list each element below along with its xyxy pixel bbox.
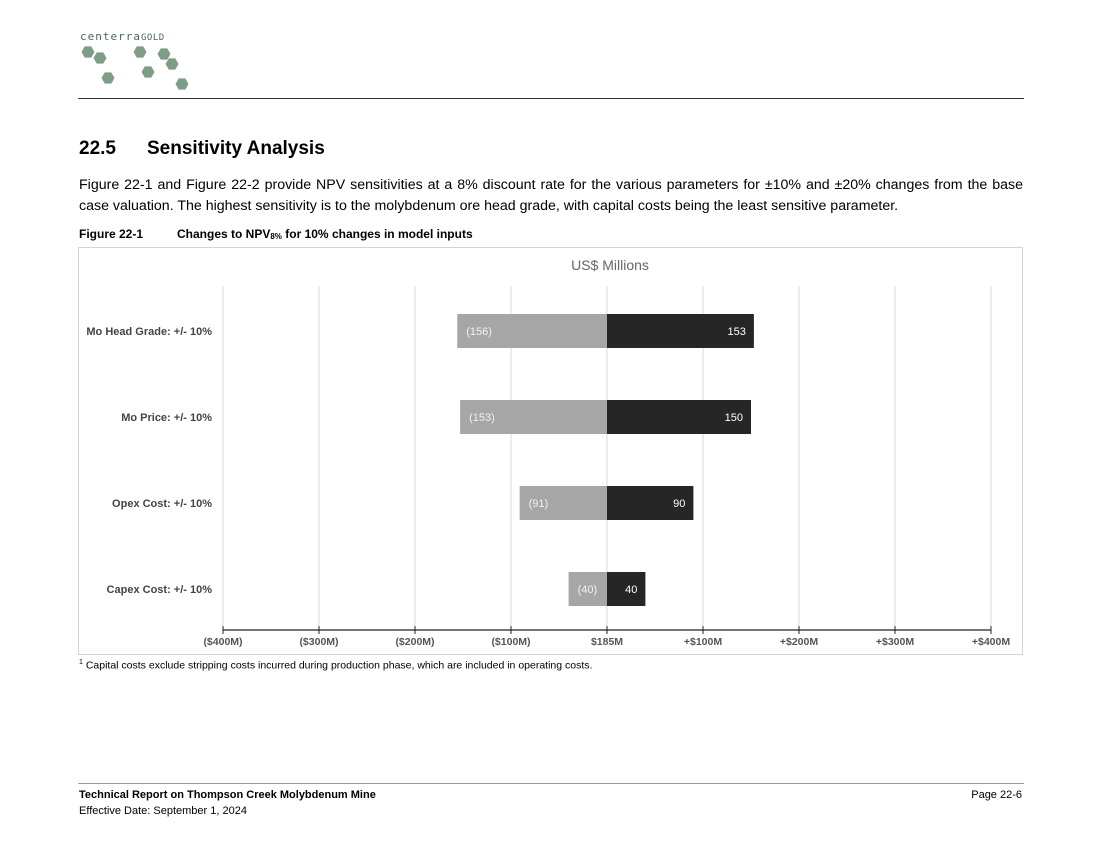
increase-bar bbox=[607, 572, 646, 606]
x-tick-label: +$300M bbox=[876, 636, 914, 648]
decrease-data-label: (40) bbox=[578, 584, 598, 596]
footer-report-title: Technical Report on Thompson Creek Molyb… bbox=[79, 789, 376, 801]
x-tick-label: +$200M bbox=[780, 636, 818, 648]
footer-page-number: Page 22-6 bbox=[971, 789, 1022, 801]
decrease-bar bbox=[519, 486, 607, 520]
logo-word-main: centerra bbox=[80, 30, 141, 43]
category-label: Mo Price: +/- 10% bbox=[121, 412, 212, 424]
increase-data-label: 90 bbox=[673, 498, 685, 510]
section-number: 22.5 bbox=[79, 138, 116, 159]
logo-hexagons-icon bbox=[81, 46, 189, 90]
category-label: Opex Cost: +/- 10% bbox=[112, 498, 212, 510]
x-tick-label: ($300M) bbox=[299, 636, 338, 648]
figure-number: Figure 22-1 bbox=[79, 227, 144, 241]
category-label: Mo Head Grade: +/- 10% bbox=[86, 326, 212, 338]
logo-word-accent: GOLD bbox=[140, 33, 165, 43]
section-paragraph: Figure 22-1 and Figure 22-2 provide NPV … bbox=[79, 177, 1023, 214]
x-tick-label: ($200M) bbox=[395, 636, 434, 648]
footnote-marker: 1 bbox=[79, 659, 83, 666]
x-tick-label: +$100M bbox=[684, 636, 722, 648]
logo-hexagon bbox=[93, 52, 107, 64]
increase-data-label: 150 bbox=[725, 412, 743, 424]
chart-canvas: US$ Millions Mo Head Grade: +/- 10% (156)… bbox=[86, 257, 1010, 648]
section-heading: 22.5 Sensitivity Analysis bbox=[79, 138, 325, 160]
logo-hexagon bbox=[157, 48, 171, 60]
figure-caption: Figure 22-1 Changes to NPV8% for 10% chan… bbox=[79, 227, 473, 241]
x-tick-label: +$400M bbox=[972, 636, 1010, 648]
decrease-bar bbox=[460, 400, 607, 434]
x-tick-label: ($100M) bbox=[491, 636, 530, 648]
section-title: Sensitivity Analysis bbox=[147, 138, 325, 159]
chart-title: US$ Millions bbox=[571, 257, 649, 273]
logo-hexagon bbox=[101, 72, 115, 84]
logo-wordmark: centerraGOLD bbox=[80, 30, 165, 43]
decrease-data-label: (91) bbox=[529, 498, 549, 510]
logo-hexagon bbox=[81, 46, 95, 58]
increase-data-label: 40 bbox=[625, 584, 637, 596]
increase-bar bbox=[607, 400, 751, 434]
logo-hexagon bbox=[141, 66, 155, 78]
decrease-bar bbox=[568, 572, 607, 606]
figure-footnote: 1 Capital costs exclude stripping costs … bbox=[79, 659, 592, 672]
x-tick-label: $185M bbox=[591, 636, 623, 648]
footnote-text: Capital costs exclude stripping costs in… bbox=[82, 659, 593, 672]
tornado-chart: US$ Millions Mo Head Grade: +/- 10% (156)… bbox=[78, 247, 1023, 655]
figure-title-prefix: Changes to NPV bbox=[177, 227, 271, 241]
figure-title-suffix: for 10% changes in model inputs bbox=[281, 227, 473, 241]
decrease-data-label: (156) bbox=[466, 326, 492, 338]
logo-hexagon bbox=[133, 46, 147, 58]
header-divider bbox=[78, 98, 1024, 99]
decrease-data-label: (153) bbox=[469, 412, 495, 424]
logo-hexagon bbox=[175, 78, 189, 90]
increase-bar bbox=[607, 314, 754, 348]
decrease-bar bbox=[457, 314, 607, 348]
increase-data-label: 153 bbox=[728, 326, 746, 338]
company-logo: centerraGOLD bbox=[80, 30, 210, 96]
figure-title-subscript: 8% bbox=[270, 232, 282, 241]
footer-divider bbox=[78, 783, 1024, 784]
increase-bar bbox=[607, 486, 694, 520]
footer-effective-date: Effective Date: September 1, 2024 bbox=[79, 805, 247, 817]
x-tick-label: ($400M) bbox=[203, 636, 242, 648]
logo-hexagon bbox=[165, 58, 179, 70]
category-label: Capex Cost: +/- 10% bbox=[107, 584, 213, 596]
